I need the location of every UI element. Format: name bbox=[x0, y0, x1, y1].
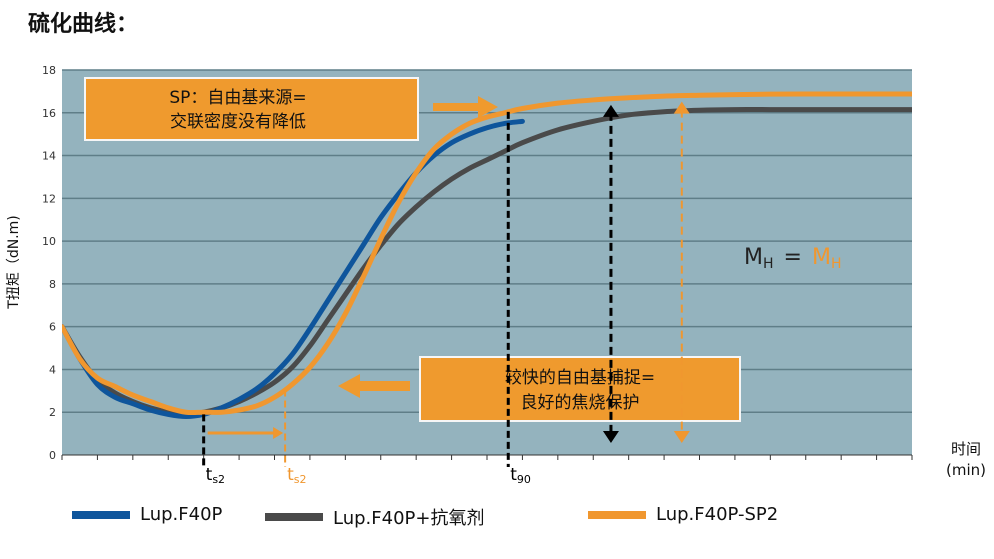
y-tick-label: 16 bbox=[42, 107, 56, 120]
marker-label-1: ts2 bbox=[287, 465, 306, 486]
y-tick-label: 12 bbox=[42, 192, 56, 205]
y-axis-label: T扭矩（dN.m) bbox=[6, 215, 22, 309]
mh-arrow-orange-head-top bbox=[673, 101, 690, 114]
radical-callout-line2: 良好的焦烧保护 bbox=[521, 393, 640, 413]
sp-arrow bbox=[433, 96, 498, 118]
x-axis-label-line1: 时间 bbox=[951, 440, 981, 458]
legend-item-blue: Lup.F40P bbox=[72, 504, 222, 525]
y-tick-label: 2 bbox=[49, 406, 56, 419]
y-tick-label: 18 bbox=[42, 64, 56, 77]
mh-arrows bbox=[602, 101, 690, 443]
radical-callout-line1: 较快的自由基捕捉= bbox=[505, 368, 655, 388]
y-tick-label: 14 bbox=[42, 150, 56, 163]
y-tick-label: 10 bbox=[42, 235, 56, 248]
mh-arrow-black-head-top bbox=[602, 104, 619, 117]
radical-callout-box bbox=[419, 356, 741, 422]
y-tick-label: 6 bbox=[49, 321, 56, 334]
y-tick-label: 0 bbox=[49, 449, 56, 462]
legend-label-blue: Lup.F40P bbox=[140, 504, 223, 525]
mh-arrow-orange-head-bottom bbox=[673, 431, 690, 443]
y-tick-labels: 0 2 4 6 8 10 12 14 16 18 bbox=[42, 64, 56, 462]
sp-callout-line1: SP：自由基来源= bbox=[169, 88, 306, 108]
legend-label-gray: Lup.F40P+抗氧剂 bbox=[333, 508, 485, 529]
marker-label-0: ts2 bbox=[206, 465, 225, 486]
mh-label: MH = MH bbox=[744, 245, 841, 272]
mh-arrow-black-head-bottom bbox=[602, 431, 619, 443]
markers-layer: ts2 ts2 t90 bbox=[202, 111, 531, 486]
x-tick-marks bbox=[61, 455, 913, 460]
legend-swatch-blue bbox=[72, 510, 130, 519]
series-line-orange bbox=[62, 91, 912, 416]
legend-swatch-orange bbox=[588, 510, 646, 519]
page-title: 硫化曲线： bbox=[28, 12, 139, 37]
y-tick-label: 8 bbox=[49, 278, 56, 291]
marker-label-2: t90 bbox=[510, 465, 531, 486]
sp-callout-line2: 交联密度没有降低 bbox=[170, 112, 306, 132]
legend: Lup.F40P Lup.F40P+抗氧剂 Lup.F40P-SP2 bbox=[0, 500, 994, 540]
x-axis-label-line2: (min) bbox=[946, 461, 986, 479]
ts-shift-arrowhead bbox=[273, 427, 284, 439]
radical-arrow bbox=[338, 374, 410, 398]
chart: 0 2 4 6 8 10 12 14 16 18 T扭矩（dN.m) 时间 (min) SP：自由… bbox=[6, 64, 986, 486]
sp-callout-box bbox=[84, 77, 419, 141]
legend-item-orange: Lup.F40P-SP2 bbox=[588, 504, 778, 525]
series-line-blue bbox=[62, 118, 525, 419]
legend-label-orange: Lup.F40P-SP2 bbox=[656, 504, 779, 525]
legend-item-gray: Lup.F40P+抗氧剂 bbox=[265, 504, 484, 530]
series-layer bbox=[62, 91, 912, 419]
legend-swatch-gray bbox=[265, 513, 323, 521]
y-tick-label: 4 bbox=[49, 363, 56, 376]
